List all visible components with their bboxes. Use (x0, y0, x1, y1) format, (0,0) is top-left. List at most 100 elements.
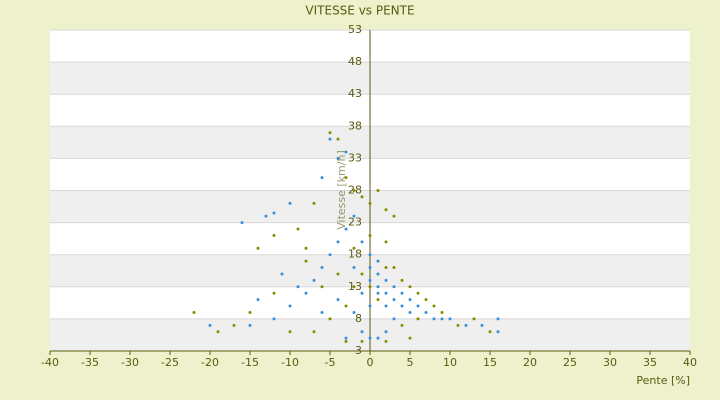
y-tick-label: 18 (348, 248, 362, 261)
y-tick-label: 48 (348, 55, 362, 68)
point (376, 259, 380, 263)
point (432, 317, 436, 321)
point (432, 304, 436, 308)
point (336, 137, 340, 141)
point (376, 285, 380, 289)
x-tick-label: 5 (407, 356, 414, 369)
point (336, 272, 340, 276)
point (384, 330, 388, 334)
point (464, 323, 468, 327)
point (288, 330, 292, 334)
point (392, 214, 396, 218)
point (392, 285, 396, 289)
point (336, 298, 340, 302)
point (352, 285, 356, 289)
point (328, 253, 332, 257)
point (368, 253, 372, 257)
point (384, 339, 388, 343)
point (264, 214, 268, 218)
point (368, 201, 372, 205)
point (368, 266, 372, 270)
point (192, 310, 196, 314)
point (288, 304, 292, 308)
point (488, 330, 492, 334)
point (296, 285, 300, 289)
point (408, 285, 412, 289)
point (384, 278, 388, 282)
y-axis-label: Vitesse [km/h] (335, 150, 348, 230)
x-tick-label: -5 (325, 356, 336, 369)
point (480, 323, 484, 327)
y-tick-label: 53 (348, 23, 362, 36)
point (360, 240, 364, 244)
point (272, 211, 276, 215)
point (368, 285, 372, 289)
point (296, 227, 300, 231)
point (416, 291, 420, 295)
x-tick-label: -20 (201, 356, 219, 369)
point (424, 310, 428, 314)
point (208, 323, 212, 327)
point (400, 323, 404, 327)
x-tick-label: -30 (121, 356, 139, 369)
point (392, 266, 396, 270)
point (312, 278, 316, 282)
point (440, 310, 444, 314)
point (424, 298, 428, 302)
x-tick-label: -35 (81, 356, 99, 369)
point (376, 336, 380, 340)
point (496, 330, 500, 334)
point (392, 317, 396, 321)
point (368, 304, 372, 308)
point (400, 304, 404, 308)
point (400, 278, 404, 282)
point (384, 291, 388, 295)
point (384, 240, 388, 244)
x-tick-label: -10 (281, 356, 299, 369)
x-tick-label: -40 (41, 356, 59, 369)
point (360, 272, 364, 276)
y-tick-label: 33 (348, 151, 362, 164)
point (360, 291, 364, 295)
point (216, 330, 220, 334)
point (344, 339, 348, 343)
point (328, 317, 332, 321)
point (352, 214, 356, 218)
point (440, 317, 444, 321)
point (416, 317, 420, 321)
point (320, 176, 324, 180)
point (456, 323, 460, 327)
point (400, 291, 404, 295)
point (368, 233, 372, 237)
point (304, 291, 308, 295)
point (408, 310, 412, 314)
y-tick-label: 38 (348, 119, 362, 132)
point (384, 208, 388, 212)
point (248, 323, 252, 327)
point (272, 291, 276, 295)
point (416, 304, 420, 308)
point (320, 310, 324, 314)
point (368, 336, 372, 340)
point (360, 195, 364, 199)
point (360, 330, 364, 334)
point (344, 227, 348, 231)
y-tick-label: 8 (355, 312, 362, 325)
point (336, 240, 340, 244)
point (376, 291, 380, 295)
point (352, 246, 356, 250)
point (288, 201, 292, 205)
point (376, 189, 380, 192)
x-tick-label: 15 (483, 356, 497, 369)
x-tick-label: 35 (643, 356, 657, 369)
point (336, 156, 340, 160)
point (320, 285, 324, 289)
point (280, 272, 284, 276)
point (272, 233, 276, 237)
point (344, 304, 348, 308)
point (232, 323, 236, 327)
point (312, 201, 316, 205)
point (256, 298, 260, 302)
point (408, 298, 412, 302)
